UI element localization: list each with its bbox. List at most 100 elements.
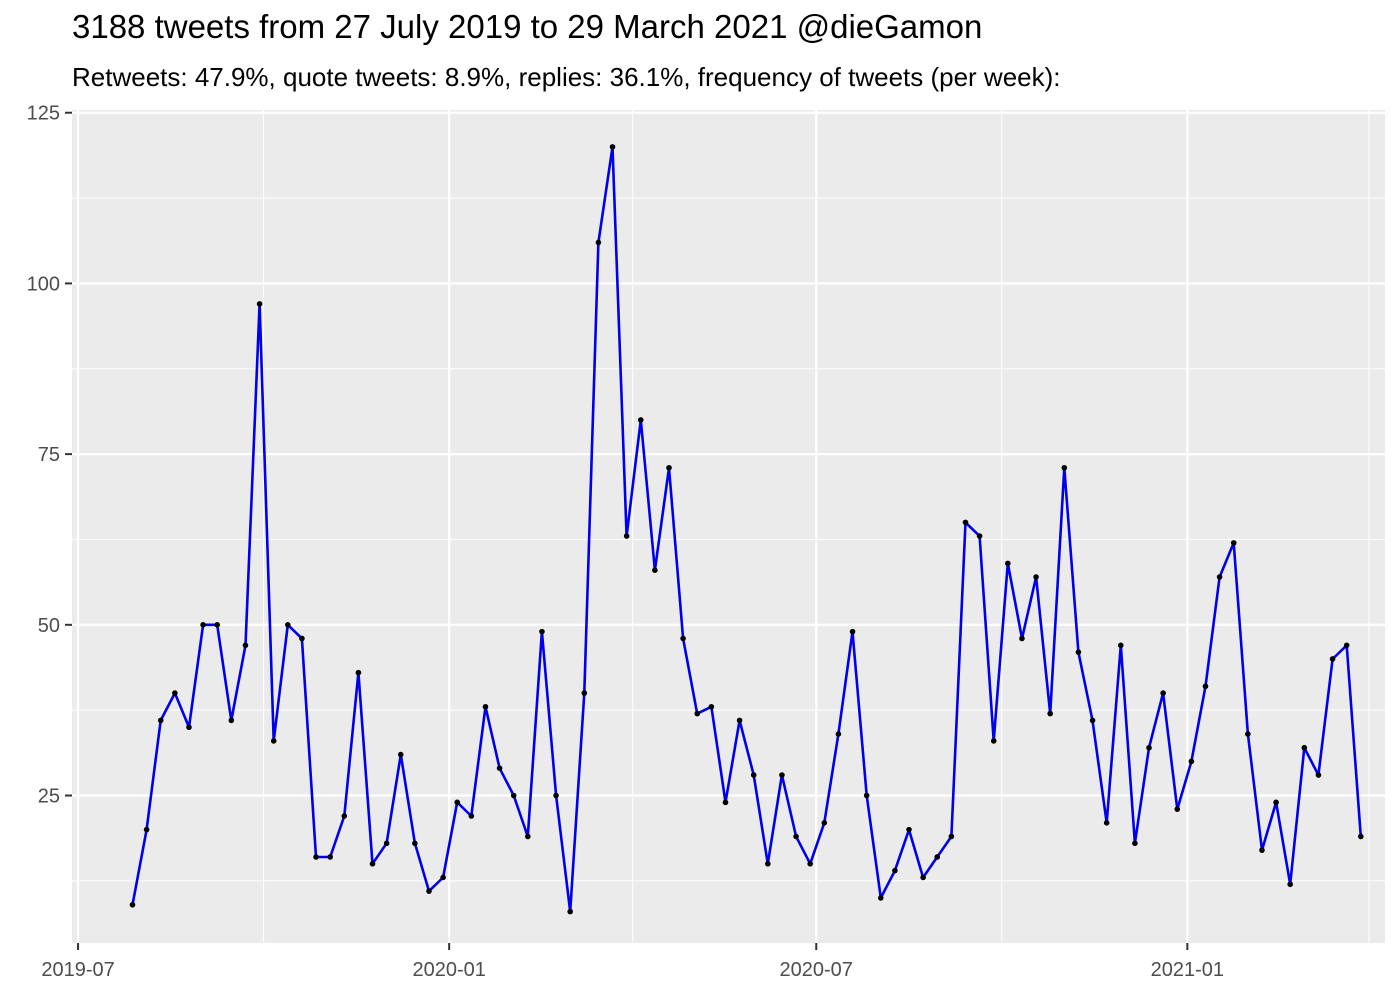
data-point xyxy=(765,860,771,867)
data-point xyxy=(242,642,249,649)
data-point xyxy=(186,724,192,731)
data-point xyxy=(1357,833,1364,840)
data-point xyxy=(835,731,842,737)
y-tick-label: 25 xyxy=(38,786,60,808)
data-point xyxy=(157,717,164,724)
data-point xyxy=(327,854,333,860)
data-point xyxy=(172,690,178,696)
data-point xyxy=(920,874,926,881)
data-point xyxy=(962,519,969,526)
data-point xyxy=(821,820,828,826)
data-point xyxy=(1315,772,1322,778)
data-point xyxy=(539,628,545,635)
data-point xyxy=(369,860,376,867)
data-point xyxy=(510,792,517,799)
data-point xyxy=(129,901,136,908)
data-point xyxy=(1047,710,1053,717)
data-point xyxy=(807,860,813,867)
data-point xyxy=(525,833,531,840)
data-point xyxy=(313,854,319,860)
axes: 25 50 75 100 125 2019-07 2020-01 2020-07 2021-01 xyxy=(27,103,1224,981)
data-point xyxy=(567,908,573,915)
data-point xyxy=(270,738,277,744)
data-point xyxy=(200,622,206,628)
data-point xyxy=(694,710,701,717)
data-point xyxy=(652,567,658,573)
data-point xyxy=(750,772,757,778)
data-point xyxy=(906,826,912,833)
data-point xyxy=(256,301,263,307)
data-point xyxy=(553,792,559,799)
plot-panel xyxy=(72,110,1385,943)
data-point xyxy=(934,854,941,860)
data-point xyxy=(1287,881,1294,888)
data-point xyxy=(143,826,150,833)
chart-title: 3188 tweets from 27 July 2019 to 29 Marc… xyxy=(72,8,983,45)
data-point xyxy=(581,690,588,696)
data-point xyxy=(383,840,390,847)
data-point xyxy=(1033,574,1039,580)
series-layer xyxy=(131,145,1363,913)
x-tick-label: 2020-01 xyxy=(412,959,485,981)
data-point xyxy=(623,533,630,539)
data-point xyxy=(680,635,686,642)
data-point xyxy=(1132,840,1138,847)
data-point xyxy=(1188,758,1195,765)
data-point xyxy=(666,464,672,471)
data-point xyxy=(609,144,616,150)
data-point xyxy=(1202,683,1209,690)
data-point xyxy=(1273,799,1279,806)
data-point xyxy=(397,751,404,758)
data-point xyxy=(1245,731,1251,737)
major-gridlines xyxy=(72,110,1385,943)
data-point xyxy=(468,813,475,819)
data-point xyxy=(722,799,729,806)
minor-gridlines xyxy=(72,110,1385,943)
data-point xyxy=(595,239,602,246)
data-point xyxy=(1103,820,1110,826)
x-tick-label: 2021-01 xyxy=(1151,959,1224,981)
data-point xyxy=(779,772,785,778)
data-point xyxy=(299,635,305,642)
y-tick-label: 50 xyxy=(38,615,60,637)
y-tick-label: 125 xyxy=(27,103,60,125)
data-point xyxy=(355,669,362,676)
data-point xyxy=(1117,642,1124,649)
data-point xyxy=(341,813,348,819)
data-point xyxy=(976,533,983,539)
y-tick-label: 100 xyxy=(27,273,60,295)
data-point xyxy=(454,799,461,806)
data-point xyxy=(708,703,715,710)
data-point xyxy=(496,765,503,772)
data-point xyxy=(948,833,955,840)
data-point xyxy=(1329,656,1336,662)
data-point xyxy=(1089,717,1096,724)
data-point xyxy=(863,792,870,799)
data-point xyxy=(1174,806,1181,812)
data-point xyxy=(892,867,898,874)
data-point xyxy=(877,895,884,901)
data-point xyxy=(1343,642,1350,649)
data-point xyxy=(214,622,221,628)
data-point xyxy=(1230,540,1237,546)
data-point xyxy=(1005,560,1011,567)
data-point xyxy=(1160,690,1166,696)
data-point xyxy=(1075,649,1082,655)
data-point xyxy=(228,717,235,724)
series-line xyxy=(131,145,1363,913)
points-layer xyxy=(129,144,1364,915)
data-point xyxy=(1146,744,1152,751)
data-point xyxy=(637,417,644,423)
data-point xyxy=(990,738,997,744)
x-tick-label: 2020-07 xyxy=(780,959,853,981)
data-point xyxy=(793,833,799,840)
data-point xyxy=(849,628,856,635)
data-point xyxy=(1216,574,1223,580)
chart-subtitle: Retweets: 47.9%, quote tweets: 8.9%, rep… xyxy=(72,62,1061,92)
data-point xyxy=(482,703,489,710)
x-tick-label: 2019-07 xyxy=(41,959,114,981)
data-point xyxy=(412,840,418,847)
data-point xyxy=(1301,744,1308,751)
data-point xyxy=(736,717,743,724)
